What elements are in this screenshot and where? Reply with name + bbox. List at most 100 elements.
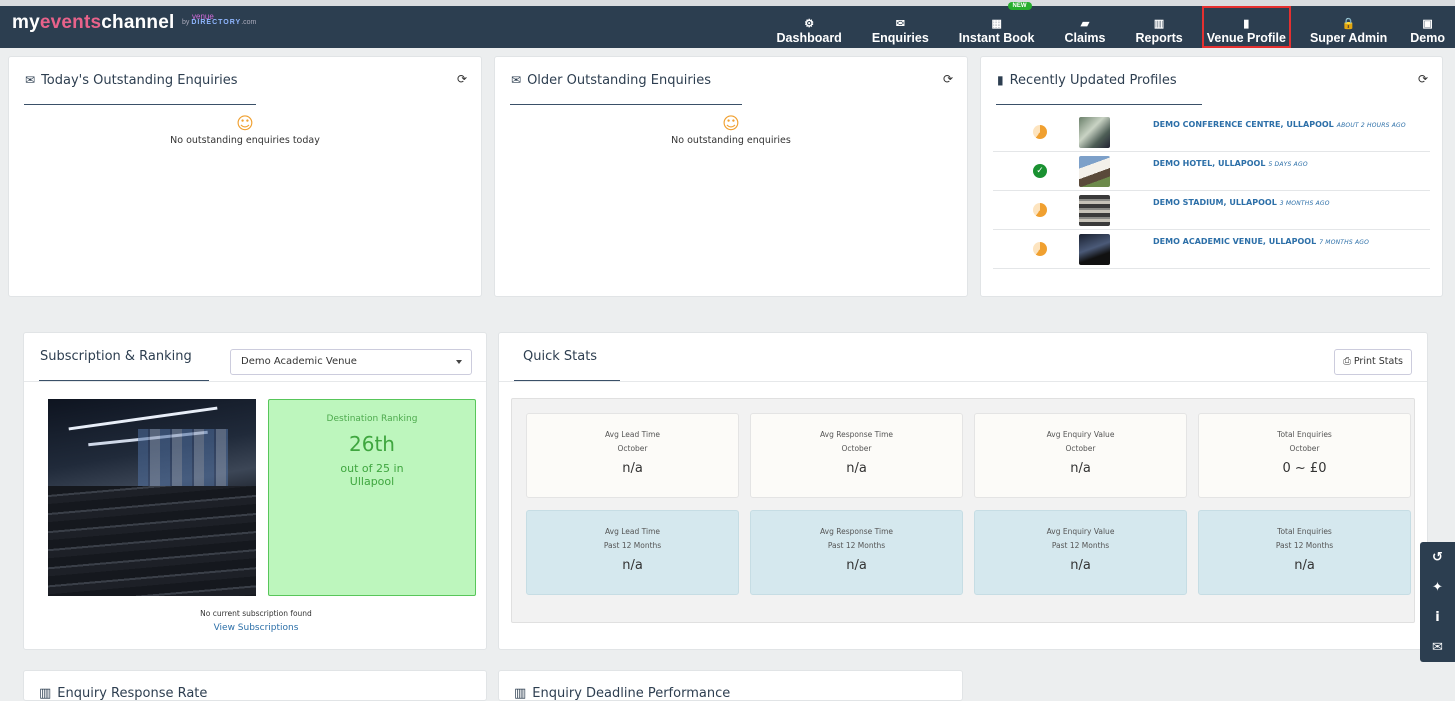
stat-card: Avg Enquiry Value October n/a	[974, 413, 1187, 498]
panel-title: ▮ Recently Updated Profiles	[997, 73, 1177, 88]
profile-link[interactable]: DEMO STADIUM, ULLAPOOL 3 MONTHS AGO	[1153, 198, 1330, 207]
panel-title: Subscription & Ranking	[40, 349, 192, 364]
profile-link[interactable]: DEMO CONFERENCE CENTRE, ULLAPOOL ABOUT 2 …	[1153, 120, 1406, 129]
history-icon[interactable]: ↺	[1432, 549, 1443, 565]
stats-grid: Avg Lead Time October n/a Avg Response T…	[511, 398, 1415, 623]
stat-card: Avg Response Time Past 12 Months n/a	[750, 510, 963, 595]
title-underline	[39, 380, 209, 381]
quick-stats-panel: Quick Stats ⎙ Print Stats Avg Lead Time O…	[498, 332, 1428, 650]
nav-super-admin[interactable]: 🔒 Super Admin	[1309, 18, 1388, 45]
envelope-icon: ✉	[511, 73, 522, 87]
mail-icon[interactable]: ✉	[1432, 639, 1443, 655]
venue-select[interactable]: Demo Academic Venue	[230, 349, 472, 375]
building-icon: ▮	[997, 73, 1004, 87]
nav-claims[interactable]: ▰ Claims	[1064, 18, 1106, 45]
profile-row[interactable]: DEMO STADIUM, ULLAPOOL 3 MONTHS AGO	[993, 191, 1430, 230]
nav-demo[interactable]: ▣ Demo	[1410, 18, 1445, 45]
empty-text: No outstanding enquiries	[671, 135, 791, 146]
bar-chart-icon: ▥	[1153, 18, 1165, 30]
empty-state: ☺ No outstanding enquiries	[495, 115, 967, 146]
venue-thumbnail	[1079, 117, 1110, 148]
envelope-icon: ✉	[895, 18, 905, 30]
bar-chart-icon: ▥	[39, 686, 52, 701]
panel-title: ▥ Enquiry Deadline Performance	[514, 686, 731, 701]
venue-thumbnail	[1079, 156, 1110, 187]
printer-icon: ⎙	[1343, 356, 1351, 367]
refresh-icon[interactable]: ⟳	[1417, 72, 1428, 86]
profile-row[interactable]: DEMO ACADEMIC VENUE, ULLAPOOL 7 MONTHS AG…	[993, 230, 1430, 269]
panel-title: Quick Stats	[523, 349, 598, 364]
title-underline	[24, 104, 256, 105]
calendar-icon: ▦	[991, 18, 1002, 30]
refresh-icon[interactable]: ⟳	[456, 72, 467, 86]
partner-logo: by venue DIRECTORY.com	[182, 12, 257, 26]
stat-card: Total Enquiries Past 12 Months n/a	[1198, 510, 1411, 595]
stat-card: Avg Lead Time Past 12 Months n/a	[526, 510, 739, 595]
ticket-icon: ▰	[1080, 18, 1090, 30]
pending-status-icon	[1033, 242, 1047, 256]
profile-link[interactable]: DEMO HOTEL, ULLAPOOL 5 DAYS AGO	[1153, 159, 1308, 168]
check-circle-icon: ✓	[1033, 164, 1047, 178]
title-underline	[514, 380, 620, 381]
nav-venue-profile[interactable]: ▮ Venue Profile	[1201, 6, 1291, 48]
chat-icon[interactable]: ✦	[1432, 579, 1443, 595]
panel-header: ▮ Recently Updated Profiles ⟳	[981, 57, 1442, 105]
side-dock: ↺ ✦ i ✉	[1420, 542, 1455, 662]
recent-profiles-panel: ▮ Recently Updated Profiles ⟳ DEMO CONFER…	[980, 56, 1443, 297]
ranking-label: Destination Ranking	[326, 414, 418, 424]
empty-state: ☺ No outstanding enquiries today	[9, 115, 481, 146]
info-icon[interactable]: i	[1435, 609, 1440, 625]
no-subscription-text: No current subscription found	[200, 609, 312, 618]
older-enquiries-panel: ✉ Older Outstanding Enquiries ⟳ ☺ No outs…	[494, 56, 968, 297]
envelope-icon: ✉	[25, 73, 36, 87]
nav-enquiries[interactable]: ✉ Enquiries	[871, 18, 929, 45]
panel-title: ✉ Older Outstanding Enquiries	[511, 73, 712, 88]
venue-thumbnail	[1079, 234, 1110, 265]
subscription-panel: Subscription & Ranking Demo Academic Ven…	[23, 332, 487, 650]
nav-instant-book[interactable]: NEW ▦ Instant Book	[958, 2, 1035, 45]
print-stats-button[interactable]: ⎙ Print Stats	[1334, 349, 1412, 375]
venue-thumbnail	[1079, 195, 1110, 226]
stat-card: Total Enquiries October 0 ~ £0	[1198, 413, 1411, 498]
title-underline	[510, 104, 742, 105]
pending-status-icon	[1033, 203, 1047, 217]
profile-link[interactable]: DEMO ACADEMIC VENUE, ULLAPOOL 7 MONTHS AG…	[1153, 237, 1370, 246]
user-square-icon: ▣	[1422, 18, 1433, 30]
stat-card: Avg Enquiry Value Past 12 Months n/a	[974, 510, 1187, 595]
nav-reports[interactable]: ▥ Reports	[1135, 18, 1183, 45]
profile-row[interactable]: ✓ DEMO HOTEL, ULLAPOOL 5 DAYS AGO	[993, 152, 1430, 191]
dashboard-icon: ⚙	[804, 18, 815, 30]
view-subscriptions-link[interactable]: View Subscriptions	[213, 623, 299, 633]
stat-card: Avg Response Time October n/a	[750, 413, 963, 498]
profile-row[interactable]: DEMO CONFERENCE CENTRE, ULLAPOOL ABOUT 2 …	[993, 113, 1430, 152]
today-enquiries-panel: ✉ Today's Outstanding Enquiries ⟳ ☺ No ou…	[8, 56, 482, 297]
header-divider	[499, 381, 1427, 382]
bar-chart-icon: ▥	[514, 686, 527, 701]
smile-icon: ☺	[236, 114, 254, 134]
caret-down-icon	[456, 360, 462, 364]
brand-logo[interactable]: myeventschannel	[12, 12, 175, 33]
pending-status-icon	[1033, 125, 1047, 139]
response-rate-panel: ▥ Enquiry Response Rate	[23, 670, 487, 701]
venue-photo	[48, 399, 256, 596]
deadline-performance-panel: ▥ Enquiry Deadline Performance	[498, 670, 963, 701]
refresh-icon[interactable]: ⟳	[942, 72, 953, 86]
panel-title: ▥ Enquiry Response Rate	[39, 686, 208, 701]
header-divider	[24, 381, 486, 382]
building-icon: ▮	[1243, 18, 1250, 30]
ranking-sub: out of 25 in Ullapool	[340, 462, 404, 488]
main-nav: ⚙ Dashboard ✉ Enquiries NEW ▦ Instant Bo…	[762, 2, 1455, 48]
title-underline	[996, 104, 1202, 105]
panel-header: ✉ Today's Outstanding Enquiries ⟳	[9, 57, 481, 105]
ranking-value: 26th	[349, 432, 395, 456]
nav-dashboard[interactable]: ⚙ Dashboard	[776, 18, 842, 45]
empty-text: No outstanding enquiries today	[170, 135, 320, 146]
stat-card: Avg Lead Time October n/a	[526, 413, 739, 498]
panel-header: ✉ Older Outstanding Enquiries ⟳	[495, 57, 967, 105]
new-badge: NEW	[1007, 2, 1032, 10]
lock-icon: 🔒	[1341, 18, 1356, 30]
top-navbar: myeventschannel by venue DIRECTORY.com ⚙ …	[0, 0, 1455, 48]
destination-ranking: Destination Ranking 26th out of 25 in Ul…	[268, 399, 476, 596]
panel-title: ✉ Today's Outstanding Enquiries	[25, 73, 238, 88]
smile-icon: ☺	[722, 114, 740, 134]
